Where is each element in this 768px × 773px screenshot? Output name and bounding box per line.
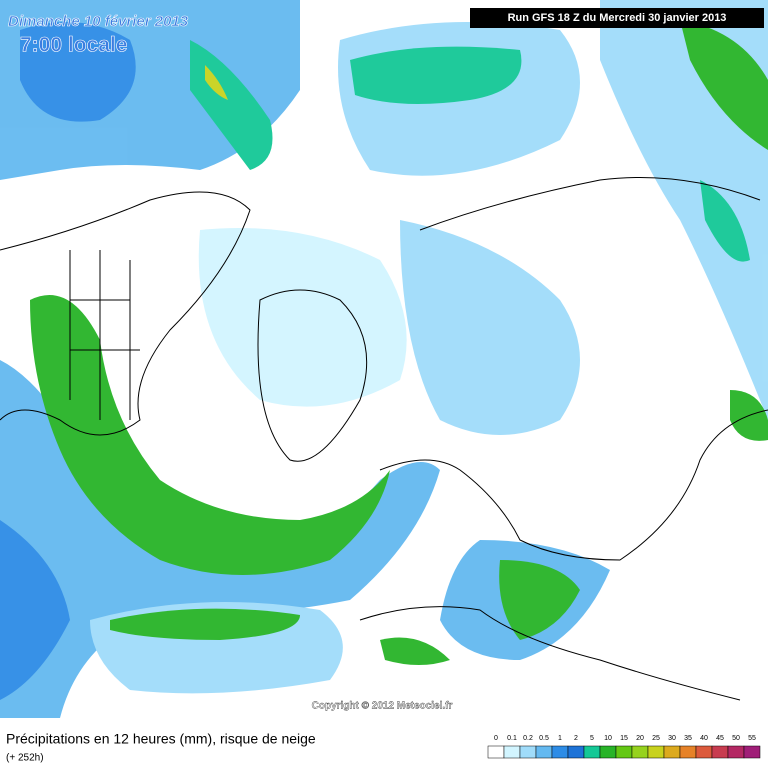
copyright: Copyright © 2012 Meteociel.fr	[312, 701, 453, 712]
legend-swatch	[503, 745, 521, 759]
legend-level: 20	[636, 735, 644, 742]
legend-level: 55	[748, 735, 756, 742]
legend-swatch	[647, 745, 665, 759]
legend-swatch	[679, 745, 697, 759]
legend-swatch	[663, 745, 681, 759]
legend: 0 0.1 0.2 0.5 1 2 5 10 15 20 25 30 35 40 45 50 55	[487, 735, 761, 759]
legend-level: 0	[494, 735, 498, 742]
legend-swatch	[583, 745, 601, 759]
coastlines	[0, 177, 768, 701]
legend-swatch	[599, 745, 617, 759]
footer-background	[0, 718, 768, 768]
legend-swatch	[695, 745, 713, 759]
precipitation-fields	[0, 0, 768, 718]
run-label: Run GFS 18 Z du Mercredi 30 janvier 2013	[508, 12, 727, 24]
legend-swatch	[519, 745, 537, 759]
legend-level: 5	[590, 735, 594, 742]
legend-level: 35	[684, 735, 692, 742]
legend-swatch	[535, 745, 553, 759]
legend-swatch	[551, 745, 569, 759]
legend-swatch	[567, 745, 585, 759]
time-label: 7:00 locale	[20, 34, 127, 57]
legend-level: 30	[668, 735, 676, 742]
legend-level: 10	[604, 735, 612, 742]
legend-swatch	[727, 745, 745, 759]
date-label: Dimanche 10 février 2013	[8, 13, 189, 30]
legend-level: 0.2	[523, 735, 533, 742]
legend-level: 2	[574, 735, 578, 742]
legend-level: 0.5	[539, 735, 549, 742]
footer-lead: (+ 252h)	[6, 753, 44, 764]
legend-level: 25	[652, 735, 660, 742]
legend-level: 15	[620, 735, 628, 742]
legend-level: 50	[732, 735, 740, 742]
legend-level: 40	[700, 735, 708, 742]
legend-level: 45	[716, 735, 724, 742]
legend-swatch	[743, 745, 761, 759]
legend-level: 1	[558, 735, 562, 742]
legend-swatch	[711, 745, 729, 759]
footer-title: Précipitations en 12 heures (mm), risque…	[6, 731, 316, 747]
run-box	[470, 8, 764, 28]
legend-level: 0.1	[507, 735, 517, 742]
legend-swatch	[487, 745, 505, 759]
legend-swatch	[615, 745, 633, 759]
legend-swatch	[631, 745, 649, 759]
